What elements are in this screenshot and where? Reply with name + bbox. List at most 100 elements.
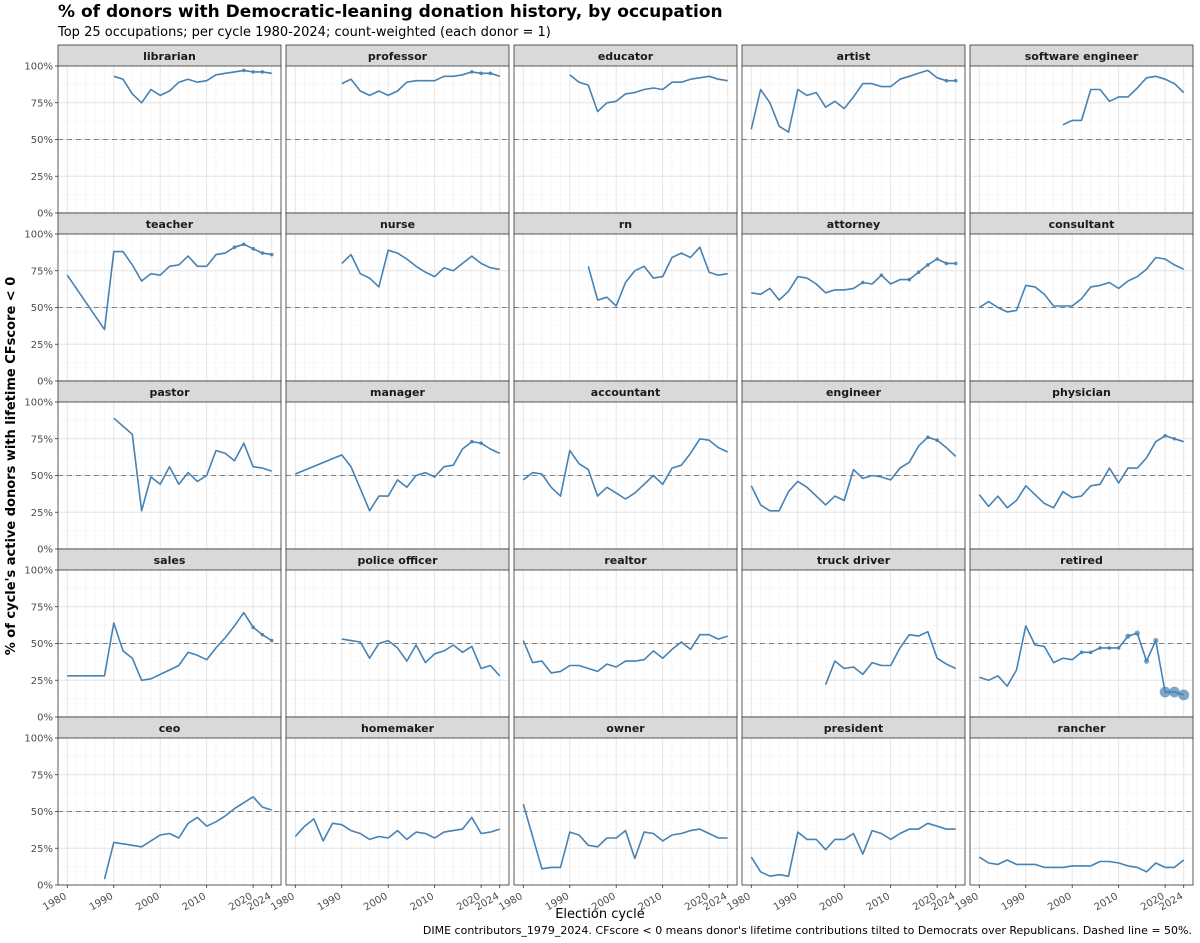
y-tick-label: 0% [37,713,53,724]
x-tick-label: 1990 [88,891,116,913]
y-tick-label: 75% [31,602,53,613]
x-tick-label: 2000 [362,891,390,913]
panel-strip-label: owner [606,722,645,735]
series-line-consultant [978,256,1185,313]
x-tick-label: 1980 [41,891,69,913]
y-tick-label: 100% [24,62,53,73]
panel-librarian: librarian 0% 25% 50% 75% 100% [24,44,282,220]
x-tick-label: 1990 [316,891,344,913]
data-point [1134,630,1140,636]
panel-strip-label: artist [837,50,871,63]
data-point [1079,650,1084,655]
y-tick-label: 0% [37,377,53,388]
series-line-homemaker [294,816,500,842]
panel-artist: artist [741,44,966,214]
series-line-accountant [522,437,729,500]
panel-border [741,737,966,886]
data-point [269,638,274,643]
data-point [269,252,274,257]
data-point [470,70,474,74]
y-tick-label: 100% [24,230,53,241]
data-point [260,632,265,637]
panel-professor: professor [285,44,510,214]
panel-strip-label: educator [598,50,654,63]
data-point [251,246,255,251]
x-tick-label: 2010 [1093,891,1121,913]
panel-strip-label: pastor [149,386,190,399]
panel-strip-label: physician [1052,386,1111,399]
y-tick-label: 100% [24,566,53,577]
panel-strip-label: software engineer [1025,50,1139,63]
y-tick-label: 25% [31,508,53,519]
x-tick-label: 1990 [1000,891,1028,913]
y-tick-label: 0% [37,545,53,556]
x-tick-label: 2010 [409,891,437,913]
data-point [953,261,958,266]
data-point [232,245,237,250]
data-point [242,68,246,73]
panel-sales: sales 0% 25% 50% 75% 100% [24,548,282,724]
y-tick-label: 25% [31,172,53,183]
y-tick-label: 50% [31,639,53,650]
data-point [1143,658,1150,664]
data-point [953,78,958,83]
panel-consultant: consultant [969,212,1194,382]
panel-strip-label: police officer [357,554,438,567]
panel-strip-label: homemaker [361,722,435,735]
panel-engineer: engineer [741,380,966,550]
data-point [935,438,939,443]
panel-accountant: accountant [513,380,738,550]
data-point [926,435,930,440]
panel-nurse: nurse [285,212,510,382]
data-point [251,70,255,74]
series-line-realtor [522,633,728,674]
panel-border [969,737,1194,886]
series-line-pastor [113,417,272,512]
panel-teacher: teacher 0% 25% 50% 75% 100% [24,212,282,388]
data-point [1159,686,1171,698]
panel-strip-label: rancher [1058,722,1106,735]
series-line-artist [750,69,956,133]
y-axis-title: % of cycle's active donors with lifetime… [4,277,19,656]
data-point [907,277,912,282]
series-line-owner [522,803,728,870]
series-line-engineer [750,436,957,512]
panel-strip-label: professor [368,50,428,63]
x-tick-label: 2000 [1046,891,1074,913]
panel-strip-label: accountant [591,386,660,399]
data-point [879,273,884,277]
series-line-educator [569,74,728,113]
series-line-physician [978,434,1184,509]
data-point [935,257,939,261]
series-line-nurse [341,249,500,288]
series-line-ceo [103,795,272,880]
chart-title: % of donors with Democratic-leaning dona… [58,2,723,22]
x-tick-label: 1980 [725,891,753,913]
panel-manager: manager [285,380,510,550]
y-tick-label: 50% [31,471,53,482]
panel-educator: educator [513,44,738,214]
panel-border [513,737,738,886]
panel-truck-driver: truck driver [741,548,966,718]
series-line-rn [587,246,728,307]
data-point [1098,646,1102,650]
y-tick-label: 100% [24,398,53,409]
y-tick-label: 75% [31,266,53,277]
panel-strip-label: truck driver [817,554,891,567]
panel-police-officer: police officer [285,548,510,718]
y-tick-label: 25% [31,676,53,687]
y-tick-label: 75% [31,770,53,781]
panel-strip-label: sales [154,554,186,567]
data-point [1153,637,1159,644]
panel-strip-label: attorney [827,218,880,231]
y-tick-label: 50% [31,135,53,146]
panel-strip-label: retired [1060,554,1103,567]
x-tick-label: 2000 [134,891,162,913]
panel-physician: physician [969,380,1194,550]
y-tick-label: 0% [37,209,53,220]
series-line-rancher [978,856,1185,873]
x-tick-label: 1980 [497,891,525,913]
